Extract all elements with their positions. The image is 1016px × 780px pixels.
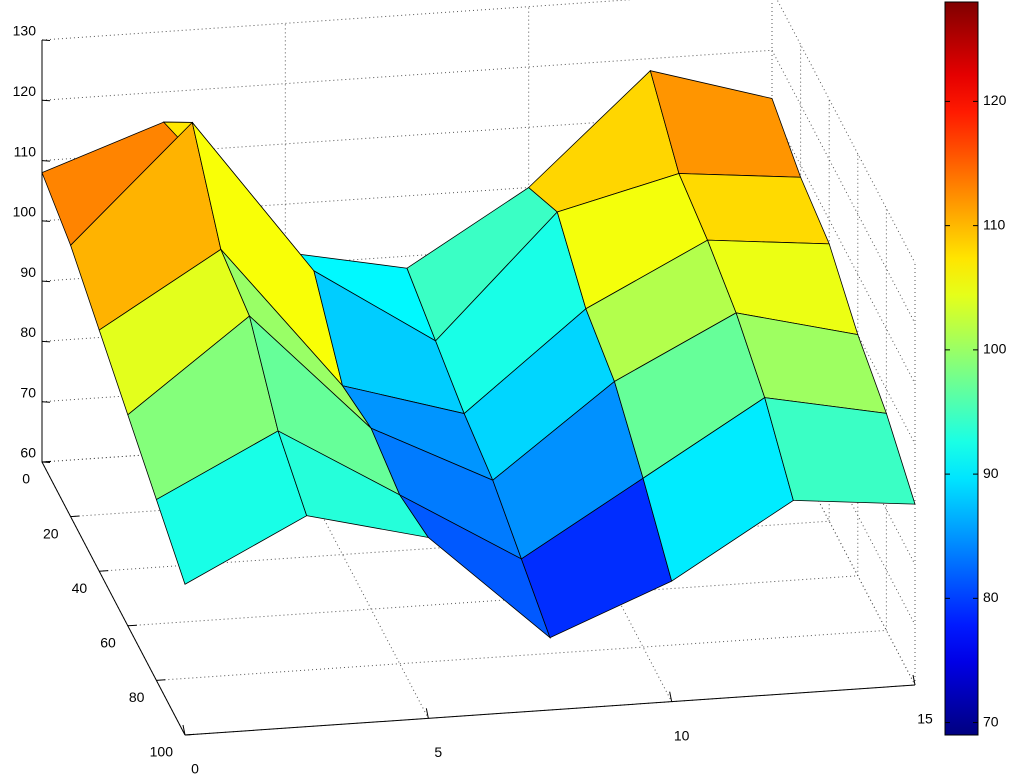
x-axis	[184, 684, 916, 736]
grid-line	[41, 0, 634, 41]
surface-patch	[764, 397, 916, 505]
grid-line	[771, 291, 916, 565]
z-tick	[41, 340, 51, 343]
grid-line	[771, 50, 916, 324]
x-tick-label: 5	[434, 744, 442, 760]
y-tick	[99, 570, 109, 572]
z-tick-label: 60	[20, 445, 36, 461]
y-tick	[41, 460, 52, 463]
y-tick-label: 80	[129, 689, 145, 705]
grid-line	[528, 428, 673, 702]
grid-line	[771, 411, 916, 686]
z-tick	[41, 220, 51, 222]
z-tick-label: 130	[13, 23, 37, 39]
y-tick-label: 20	[43, 525, 59, 541]
y-tick	[184, 733, 195, 736]
colorbar-tick-label: 90	[983, 465, 999, 481]
z-tick-label: 80	[20, 324, 36, 340]
y-axis	[41, 461, 186, 736]
colorbar-tick-label: 110	[983, 216, 1006, 232]
grid-line	[771, 351, 916, 625]
z-tick-label: 100	[13, 204, 37, 220]
z-tick	[41, 160, 51, 162]
z-tick	[41, 280, 51, 283]
grid-line	[284, 445, 429, 719]
y-tick	[127, 624, 137, 627]
x-tick	[912, 674, 916, 686]
y-tick-label: 60	[100, 635, 116, 651]
z-tick-label: 120	[13, 83, 37, 99]
z-tick	[41, 99, 51, 102]
x-tick-label: 15	[917, 711, 933, 727]
colorbar	[944, 1, 979, 736]
z-tick	[41, 401, 51, 403]
x-tick	[182, 724, 186, 736]
x-tick	[425, 708, 429, 719]
colorbar-tick-label: 80	[983, 589, 999, 605]
z-tick-label: 70	[20, 384, 36, 400]
y-tick	[156, 679, 166, 681]
y-tick-label: 0	[22, 471, 30, 487]
x-tick	[669, 691, 673, 702]
x-tick-label: 0	[191, 761, 199, 777]
z-tick-label: 90	[20, 264, 36, 280]
grid-line	[776, 0, 916, 264]
y-tick-label: 100	[150, 744, 174, 760]
y-tick	[70, 515, 80, 518]
z-tick	[41, 39, 51, 41]
grid-line	[156, 629, 887, 681]
colorbar-tick-label: 100	[983, 341, 1007, 357]
y-tick-label: 40	[72, 580, 88, 596]
grid-line	[771, 110, 916, 384]
colorbar-tick-label: 70	[983, 713, 999, 729]
colorbar-tick-label: 120	[983, 92, 1007, 108]
grid-line	[771, 170, 916, 445]
x-tick-label: 10	[674, 727, 690, 743]
z-tick-label: 110	[14, 143, 37, 159]
